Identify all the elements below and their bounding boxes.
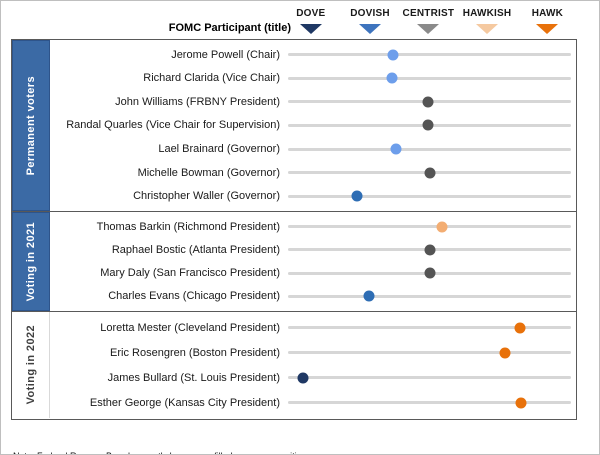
section-voting-in-2021: Voting in 2021 Thomas Barkin (Richmond Pr… xyxy=(12,211,576,311)
stance-track xyxy=(288,96,571,108)
stance-dot xyxy=(297,372,309,383)
category-dovish: DOVISH xyxy=(330,8,410,34)
triangle-marker-icon xyxy=(536,24,559,34)
participant-row: Esther George (Kansas City President) xyxy=(50,397,576,409)
stance-track xyxy=(288,267,571,279)
stance-track xyxy=(288,190,571,202)
stance-track xyxy=(288,49,571,61)
stance-dot xyxy=(499,347,511,358)
footer-notes: Note: Federal Reserve Board currently ha… xyxy=(13,424,309,454)
participant-name: John Williams (FRBNY President) xyxy=(115,95,280,108)
category-label: HAWKISH xyxy=(462,8,512,19)
stance-dot xyxy=(363,290,375,302)
stance-track xyxy=(288,167,571,179)
participant-row: James Bullard (St. Louis President) xyxy=(50,372,576,384)
participant-name: Mary Daly (San Francisco President) xyxy=(100,267,280,280)
stance-dot xyxy=(424,267,435,279)
stance-track xyxy=(288,347,571,358)
category-label: DOVISH xyxy=(350,8,390,19)
stance-dot xyxy=(424,167,435,179)
stance-dot xyxy=(351,190,363,202)
participant-row: Jerome Powell (Chair) xyxy=(50,49,576,61)
stance-dot xyxy=(386,72,398,84)
participant-row: Mary Daly (San Francisco President) xyxy=(50,267,576,279)
triangle-marker-icon xyxy=(299,24,322,34)
participant-row: Randal Quarles (Vice Chair for Supervisi… xyxy=(50,119,576,131)
stance-dot xyxy=(422,119,434,131)
participant-row: John Williams (FRBNY President) xyxy=(50,96,576,108)
stance-dot xyxy=(422,96,434,108)
participant-name: Raphael Bostic (Atlanta President) xyxy=(111,243,280,256)
participant-name: Lael Brainard (Governor) xyxy=(158,143,280,156)
section-sidebar-label: Voting in 2021 xyxy=(12,212,50,311)
section-label: Permanent voters xyxy=(25,75,37,176)
note-text: Note: Federal Reserve Board currently ha… xyxy=(13,450,309,454)
section-label: Voting in 2021 xyxy=(25,221,37,302)
plot-area: Permanent voters Jerome Powell (Chair) Ric… xyxy=(11,39,577,420)
category-centrist: CENTRIST xyxy=(388,8,468,34)
stance-dot xyxy=(515,397,527,408)
participant-row: Lael Brainard (Governor) xyxy=(50,143,576,155)
participant-column-header: FOMC Participant (title) xyxy=(168,22,291,34)
stance-track xyxy=(288,322,571,333)
category-dove: DOVE xyxy=(271,8,351,34)
participant-row: Eric Rosengren (Boston President) xyxy=(50,347,576,359)
triangle-marker-icon xyxy=(358,24,381,34)
participant-name: Eric Rosengren (Boston President) xyxy=(110,346,280,359)
participant-name: Jerome Powell (Chair) xyxy=(171,48,280,61)
stance-track xyxy=(288,72,571,84)
stance-track xyxy=(288,397,571,408)
stance-track xyxy=(288,372,571,383)
participant-name: Randal Quarles (Vice Chair for Supervisi… xyxy=(66,119,280,132)
participant-row: Loretta Mester (Cleveland President) xyxy=(50,322,576,334)
section-permanent-voters: Permanent voters Jerome Powell (Chair) Ric… xyxy=(12,40,576,211)
triangle-marker-icon xyxy=(417,24,440,34)
participant-row: Michelle Bowman (Governor) xyxy=(50,167,576,179)
stance-track xyxy=(288,290,571,302)
participant-row: Christopher Waller (Governor) xyxy=(50,190,576,202)
stance-track xyxy=(288,119,571,131)
category-hawk: HAWK xyxy=(507,8,587,34)
stance-track xyxy=(288,244,571,256)
participant-name: Charles Evans (Chicago President) xyxy=(108,290,280,303)
participant-name: Esther George (Kansas City President) xyxy=(89,396,280,409)
stance-dot xyxy=(514,322,526,333)
category-hawkish: HAWKISH xyxy=(447,8,527,34)
section-label: Voting in 2022 xyxy=(24,325,37,405)
category-label: HAWK xyxy=(531,8,564,19)
participant-name: Richard Clarida (Vice Chair) xyxy=(143,72,280,85)
section-sidebar-label: Permanent voters xyxy=(12,40,50,211)
stance-dot xyxy=(390,143,402,155)
stance-dot xyxy=(387,49,399,61)
category-label: CENTRIST xyxy=(402,8,455,19)
triangle-marker-icon xyxy=(476,24,499,34)
participant-name: Christopher Waller (Governor) xyxy=(133,190,280,203)
stance-dot xyxy=(436,221,448,233)
participant-name: Loretta Mester (Cleveland President) xyxy=(100,321,280,334)
participant-row: Thomas Barkin (Richmond President) xyxy=(50,221,576,233)
category-label: DOVE xyxy=(296,8,326,19)
stance-dot xyxy=(424,244,435,256)
stance-track xyxy=(288,221,571,233)
participant-name: James Bullard (St. Louis President) xyxy=(107,371,280,384)
participant-row: Raphael Bostic (Atlanta President) xyxy=(50,244,576,256)
participant-name: Michelle Bowman (Governor) xyxy=(137,166,280,179)
section-voting-in-2022: Voting in 2022 Loretta Mester (Cleveland … xyxy=(12,311,576,418)
section-sidebar-label: Voting in 2022 xyxy=(12,312,50,418)
stance-track xyxy=(288,143,571,155)
participant-row: Richard Clarida (Vice Chair) xyxy=(50,72,576,84)
participant-name: Thomas Barkin (Richmond President) xyxy=(96,220,280,233)
participant-row: Charles Evans (Chicago President) xyxy=(50,290,576,302)
